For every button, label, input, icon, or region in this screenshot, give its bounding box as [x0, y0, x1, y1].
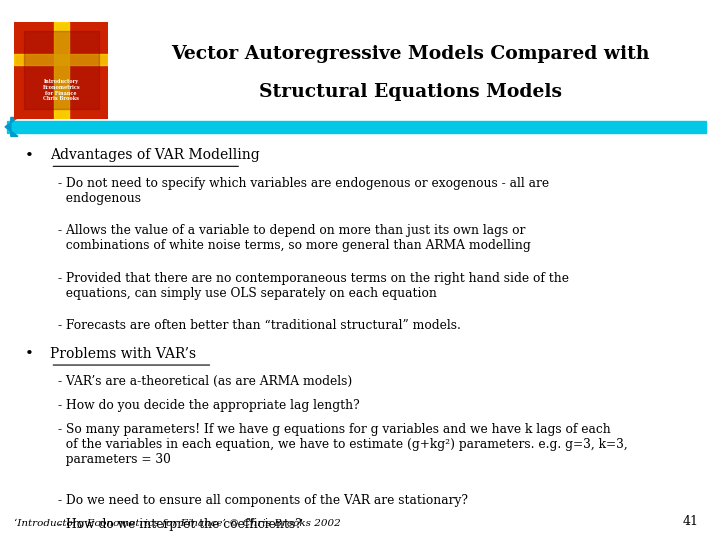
- Bar: [14, 53, 108, 65]
- Text: Vector Autoregressive Models Compared with: Vector Autoregressive Models Compared wi…: [171, 45, 649, 63]
- Bar: [24, 31, 99, 109]
- FancyArrow shape: [5, 117, 18, 136]
- Text: Advantages of VAR Modelling: Advantages of VAR Modelling: [50, 148, 260, 163]
- Text: - Do we need to ensure all components of the VAR are stationary?: - Do we need to ensure all components of…: [58, 494, 467, 507]
- Text: •: •: [25, 148, 34, 163]
- Bar: [54, 22, 68, 119]
- Text: - So many parameters! If we have g equations for g variables and we have k lags : - So many parameters! If we have g equat…: [58, 423, 627, 466]
- Text: - Provided that there are no contemporaneous terms on the right hand side of the: - Provided that there are no contemporan…: [58, 272, 569, 300]
- FancyArrow shape: [7, 121, 706, 133]
- Text: ‘Introductory Econometrics for Finance’ © Chris Brooks 2002: ‘Introductory Econometrics for Finance’ …: [14, 519, 341, 528]
- Text: - Forecasts are often better than “traditional structural” models.: - Forecasts are often better than “tradi…: [58, 319, 461, 332]
- Text: - VAR’s are a-theoretical (as are ARMA models): - VAR’s are a-theoretical (as are ARMA m…: [58, 375, 352, 388]
- Text: Structural Equations Models: Structural Equations Models: [259, 83, 562, 101]
- Text: 41: 41: [683, 515, 698, 528]
- Text: - Do not need to specify which variables are endogenous or exogenous - all are
 : - Do not need to specify which variables…: [58, 177, 549, 205]
- Text: - How do we interpret the coefficients?: - How do we interpret the coefficients?: [58, 518, 302, 531]
- Text: - Allows the value of a variable to depend on more than just its own lags or
  c: - Allows the value of a variable to depe…: [58, 224, 531, 252]
- Text: Problems with VAR’s: Problems with VAR’s: [50, 347, 197, 361]
- Text: - How do you decide the appropriate lag length?: - How do you decide the appropriate lag …: [58, 399, 359, 412]
- Text: Introductory
Econometrics
for Finance
Chris Brooks: Introductory Econometrics for Finance Ch…: [42, 79, 80, 102]
- Text: •: •: [25, 347, 34, 361]
